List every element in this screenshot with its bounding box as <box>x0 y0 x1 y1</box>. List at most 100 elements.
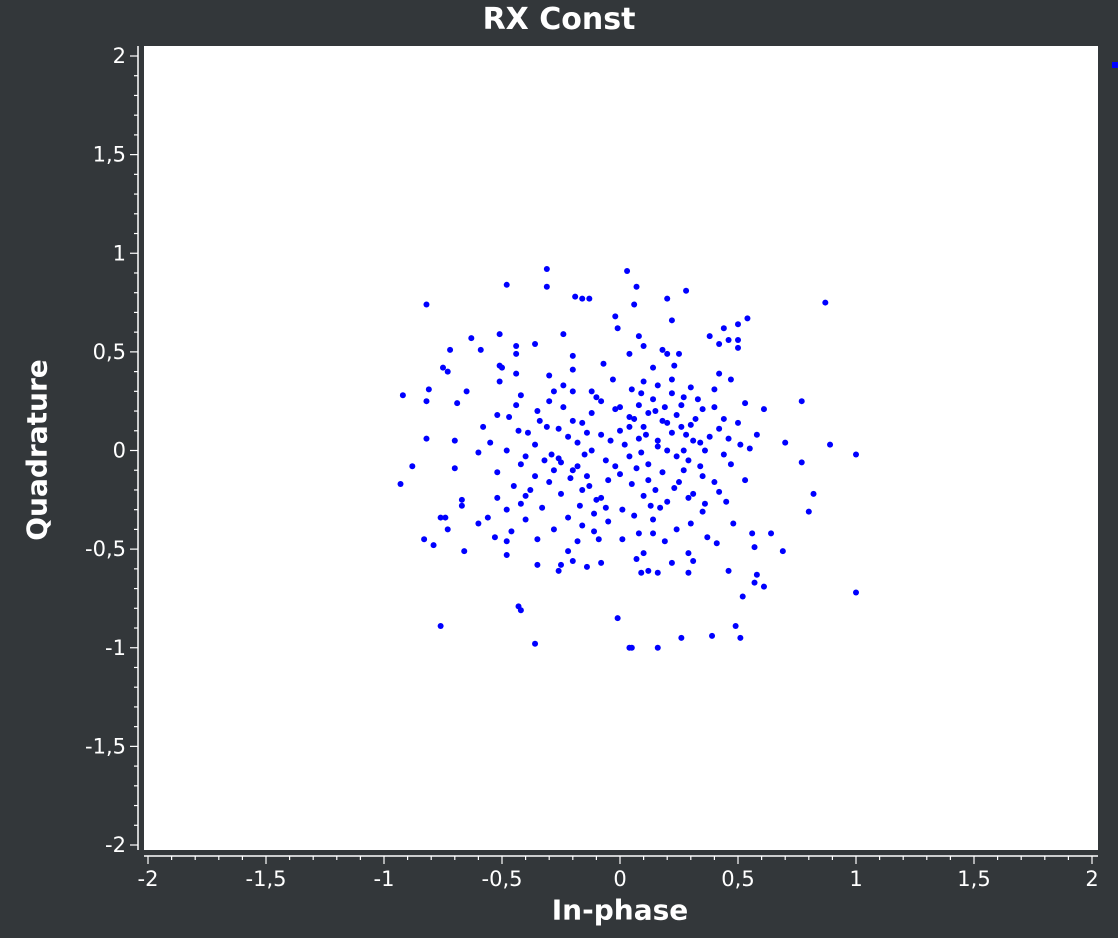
data-point <box>633 555 640 562</box>
data-point <box>475 520 482 527</box>
data-point <box>853 589 859 596</box>
data-point <box>569 388 576 395</box>
data-point <box>673 526 680 533</box>
x-tick-label: -1 <box>374 867 395 891</box>
data-point <box>574 439 581 446</box>
data-point <box>555 455 562 462</box>
data-point <box>619 506 626 513</box>
data-point <box>565 433 572 440</box>
data-point <box>619 536 626 543</box>
data-point <box>810 490 817 497</box>
data-point <box>746 445 753 452</box>
data-point <box>654 382 661 389</box>
data-point <box>628 481 635 488</box>
data-point <box>496 378 503 385</box>
data-point <box>683 287 690 294</box>
data-point <box>541 457 548 464</box>
data-point <box>503 447 510 454</box>
y-tick-label: 1 <box>113 241 126 265</box>
data-point <box>640 550 647 557</box>
data-point <box>399 392 406 399</box>
data-point <box>709 632 716 639</box>
x-tick-label: 1 <box>849 867 862 891</box>
data-point <box>548 451 555 458</box>
data-point <box>558 490 564 497</box>
data-point <box>515 427 522 434</box>
data-point <box>586 295 593 302</box>
data-point <box>558 561 564 568</box>
data-point <box>487 439 494 446</box>
data-point <box>444 368 451 375</box>
data-point <box>621 441 628 448</box>
data-point <box>664 350 671 357</box>
data-point <box>437 623 444 630</box>
data-point <box>697 463 704 470</box>
data-point <box>593 496 600 503</box>
data-point <box>588 410 595 417</box>
data-point <box>550 526 557 533</box>
data-point <box>720 451 727 458</box>
data-point <box>751 579 758 586</box>
data-point <box>782 439 789 446</box>
data-point <box>678 402 685 409</box>
data-point <box>657 504 664 511</box>
data-point <box>727 461 734 468</box>
data-point <box>614 615 621 622</box>
data-point <box>569 557 576 564</box>
data-point <box>664 419 671 426</box>
data-point <box>595 536 602 543</box>
data-point <box>517 607 524 614</box>
data-point <box>720 415 727 422</box>
data-point <box>699 406 706 413</box>
data-point <box>631 301 638 308</box>
x-tick-label: -2 <box>138 867 159 891</box>
data-point <box>617 471 623 478</box>
data-point <box>421 536 428 543</box>
data-point <box>640 342 647 349</box>
data-point <box>494 494 501 501</box>
data-point <box>711 386 718 393</box>
data-point <box>725 567 732 574</box>
y-tick-label: -1 <box>105 636 126 660</box>
y-tick-label: 0 <box>113 439 126 463</box>
data-point <box>720 325 727 332</box>
x-tick-label: 2 <box>1085 867 1098 891</box>
data-point <box>645 477 652 484</box>
data-point <box>581 451 588 458</box>
data-point <box>640 378 647 385</box>
data-point <box>579 419 586 426</box>
data-point <box>638 390 645 397</box>
data-point <box>716 488 723 495</box>
data-point <box>423 398 430 405</box>
data-point <box>699 473 706 480</box>
data-point <box>701 447 708 454</box>
data-point <box>805 508 812 515</box>
data-point <box>645 461 652 468</box>
data-point <box>664 498 671 505</box>
data-point <box>659 346 666 353</box>
data-point <box>671 484 678 491</box>
data-point <box>647 502 654 509</box>
data-point <box>477 346 484 353</box>
data-point <box>617 404 623 411</box>
axis-ticks: -2 -1,5 -1 -0,5 0 0,5 1 1,5 2 2 1,5 1 0,5 0 -0,5 -1 -1,5… <box>85 44 1099 891</box>
legend-marker <box>1112 62 1118 68</box>
data-point <box>631 512 638 519</box>
data-point <box>543 283 550 290</box>
data-point <box>768 530 775 537</box>
data-point <box>640 492 647 499</box>
data-point <box>543 266 550 273</box>
data-point <box>664 295 671 302</box>
data-point <box>494 411 501 418</box>
data-point <box>737 634 744 641</box>
data-point <box>503 538 510 545</box>
data-point <box>496 331 503 338</box>
data-point <box>668 559 675 566</box>
data-point <box>668 390 675 397</box>
data-point <box>579 295 586 302</box>
data-point <box>668 429 675 436</box>
data-point <box>503 281 510 288</box>
data-point <box>735 419 741 426</box>
data-point <box>546 372 553 379</box>
